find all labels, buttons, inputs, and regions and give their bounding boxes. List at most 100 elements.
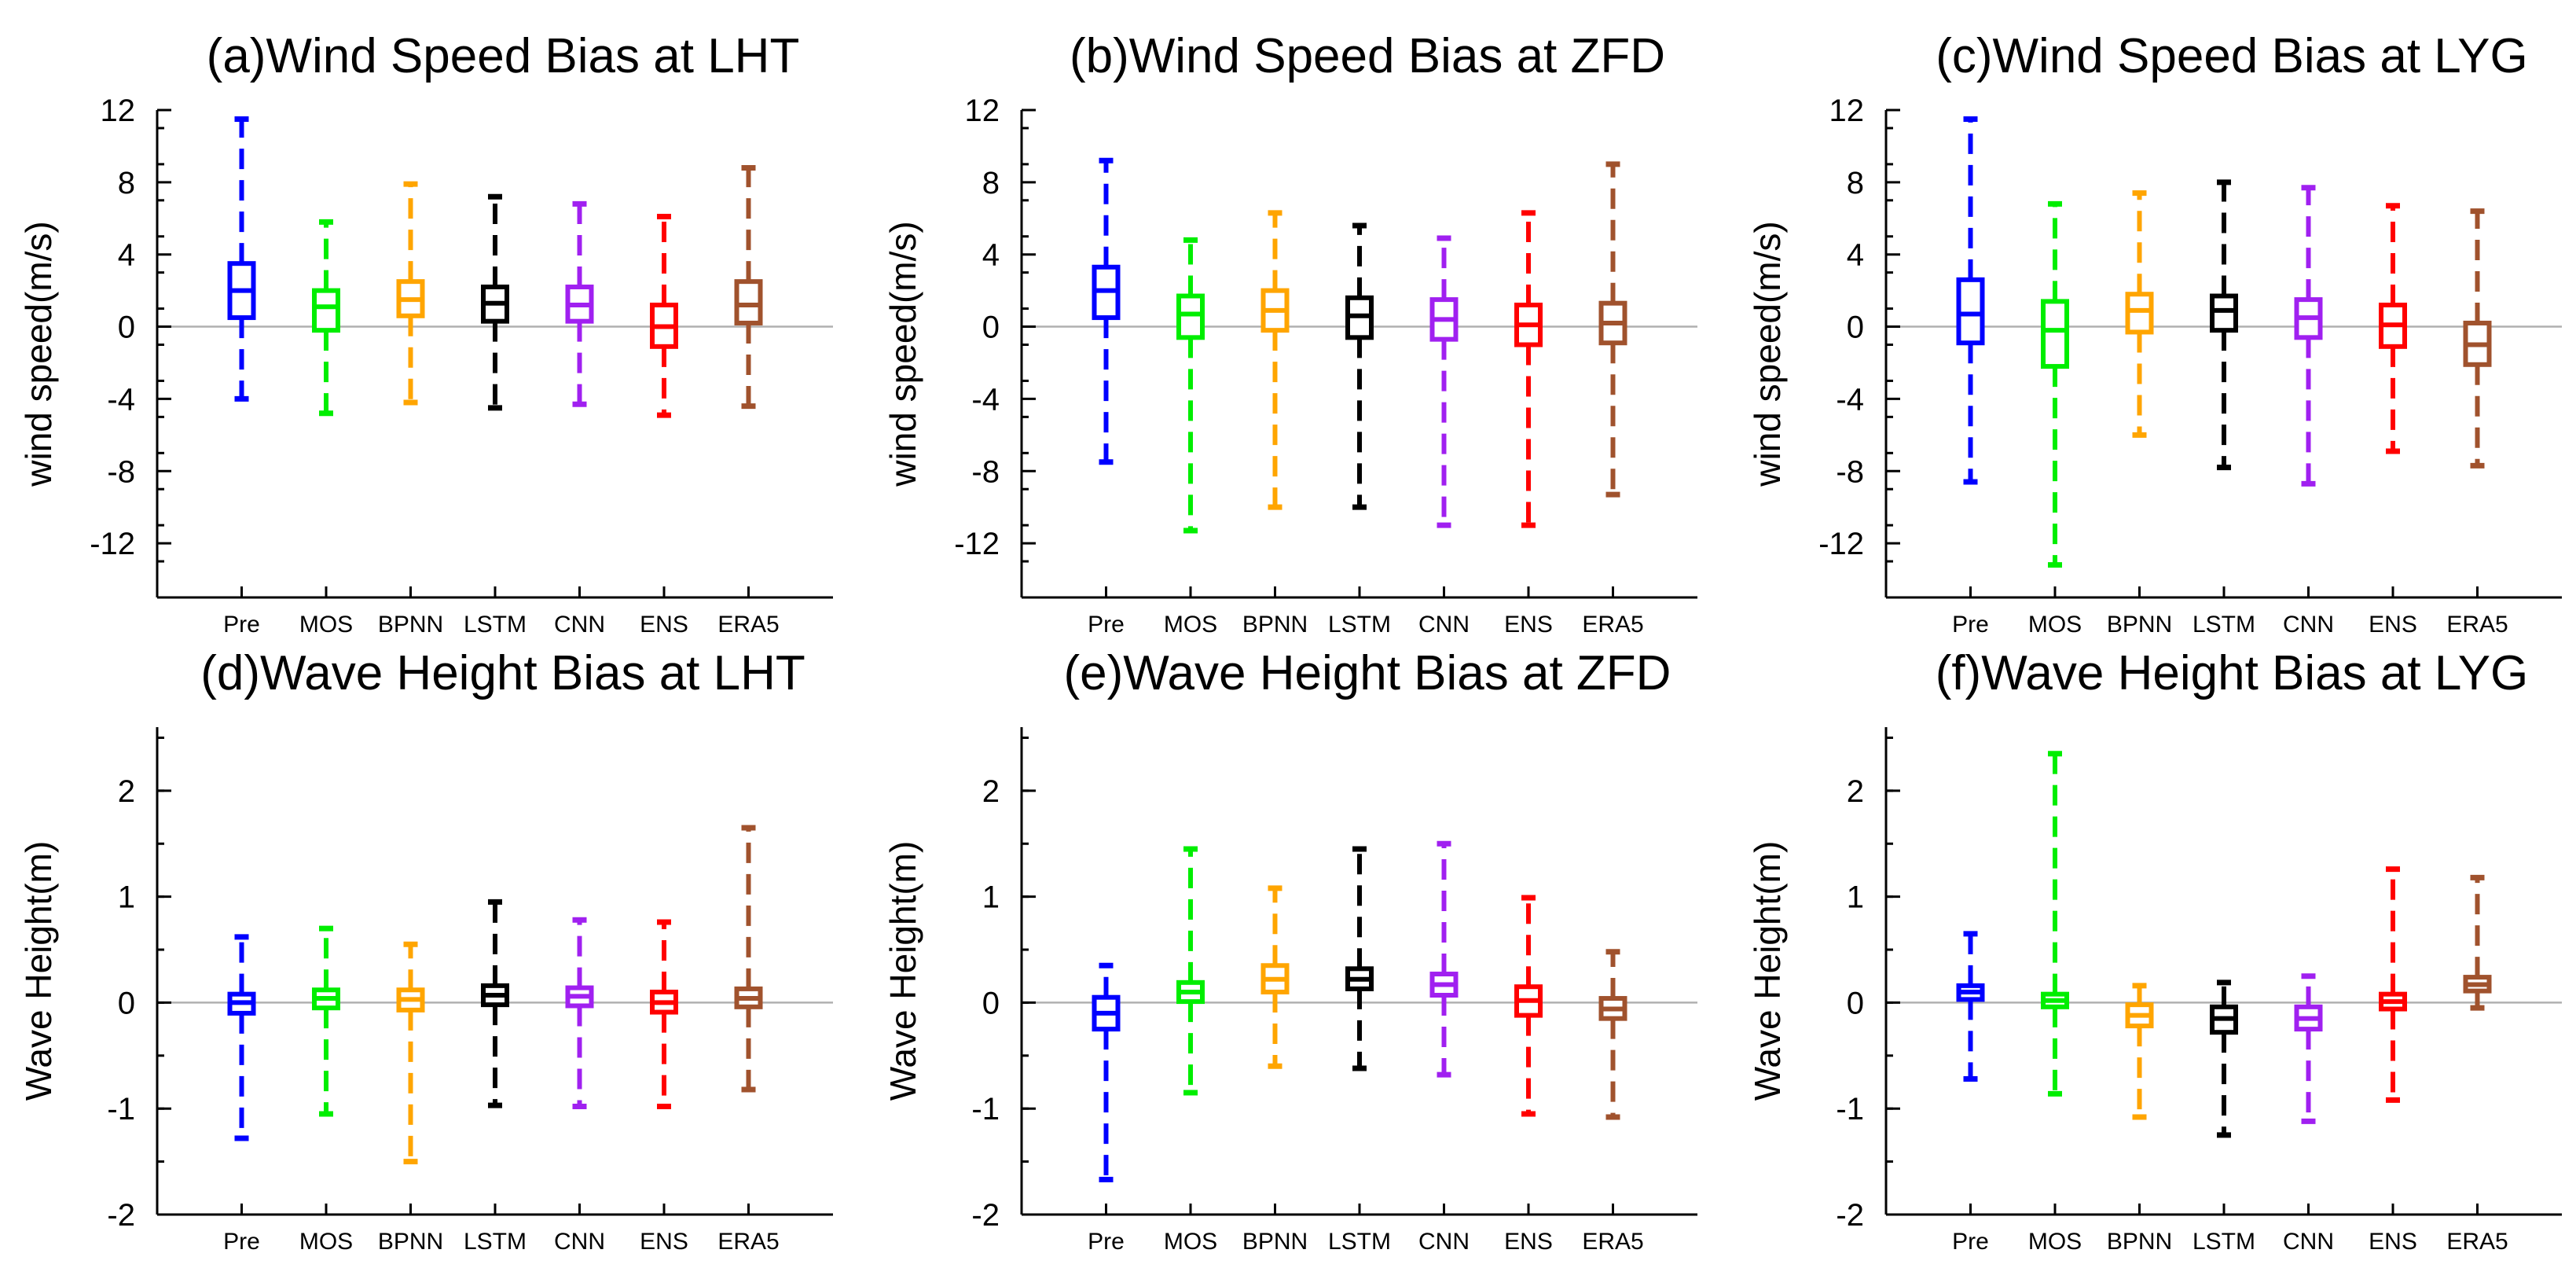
box-cnn	[565, 200, 594, 407]
y-axis-label: Wave Height(m)	[1747, 841, 1788, 1101]
y-tick-label: 4	[1847, 238, 1864, 273]
y-tick-label: -8	[107, 454, 135, 489]
box-era5	[734, 825, 763, 1093]
box-era5	[2463, 208, 2492, 469]
box-era5	[2463, 874, 2492, 1011]
x-tick-label: ERA5	[1582, 1229, 1643, 1255]
iqr-box	[1176, 293, 1205, 340]
box-lstm	[1345, 222, 1374, 510]
y-tick-label: -12	[954, 527, 1000, 561]
y-tick-label: 0	[118, 311, 135, 345]
box-era5	[1598, 161, 1627, 498]
y-axis-label: wind speed(m/s)	[883, 221, 923, 487]
box-lstm	[481, 899, 509, 1108]
panel-title: (a)Wind Speed Bias at LHT	[207, 29, 800, 83]
x-tick-label: ERA5	[2446, 1229, 2508, 1255]
box-lstm	[481, 193, 509, 411]
box-cnn	[2294, 185, 2323, 487]
box-cnn	[1429, 840, 1459, 1078]
box-bpnn	[1260, 210, 1290, 510]
box-ens	[1514, 895, 1543, 1117]
box-pre	[1092, 962, 1121, 1183]
box-mos	[1176, 846, 1205, 1096]
y-tick-label: 4	[982, 238, 1000, 273]
panel-a: (a)Wind Speed Bias at LHT wind speed(m/s)…	[18, 29, 833, 638]
y-tick-label: 0	[118, 986, 135, 1020]
box-pre	[1956, 116, 1985, 485]
y-tick-label: 12	[965, 94, 1000, 128]
box-bpnn	[396, 941, 425, 1165]
x-tick-label: ENS	[1504, 612, 1553, 638]
box-lstm	[1345, 846, 1374, 1071]
y-axis-label: Wave Height(m)	[883, 841, 923, 1101]
iqr-box	[2041, 299, 2069, 369]
panel-title: (d)Wave Height Bias at LHT	[200, 646, 805, 700]
y-tick-label: -4	[1836, 382, 1864, 417]
panel-d: (d)Wave Height Bias at LHT Wave Height(m)…	[18, 646, 833, 1255]
y-tick-label: 1	[118, 880, 135, 915]
y-tick-label: -4	[107, 382, 135, 417]
iqr-box	[1956, 277, 1985, 346]
y-tick-label: -2	[971, 1198, 1000, 1233]
x-tick-label: ERA5	[717, 612, 779, 638]
x-tick-label: ENS	[2369, 612, 2417, 638]
x-tick-label: BPNN	[2107, 612, 2172, 638]
x-tick-label: Pre	[1952, 612, 1989, 638]
y-tick-label: 0	[982, 986, 1000, 1020]
x-tick-label: LSTM	[464, 1229, 527, 1255]
x-tick-label: ERA5	[2446, 612, 2508, 638]
x-tick-label: MOS	[2028, 1229, 2082, 1255]
y-tick-label: 4	[118, 238, 135, 273]
y-tick-label: 0	[1847, 986, 1864, 1020]
box-pre	[1092, 157, 1121, 465]
x-tick-label: ERA5	[717, 1229, 779, 1255]
x-tick-label: MOS	[2028, 612, 2082, 638]
x-tick-label: BPNN	[378, 1229, 443, 1255]
x-tick-label: Pre	[1952, 1229, 1989, 1255]
box-ens	[1514, 210, 1543, 528]
panel-title: (f)Wave Height Bias at LYG	[1936, 646, 2529, 700]
box-pre	[227, 934, 256, 1141]
y-tick-label: -4	[971, 382, 1000, 417]
x-tick-label: ERA5	[1582, 612, 1643, 638]
x-tick-label: CNN	[2283, 1229, 2334, 1255]
box-pre	[227, 116, 256, 402]
x-tick-label: CNN	[1418, 612, 1470, 638]
box-cnn	[1429, 235, 1459, 528]
x-tick-label: BPNN	[1242, 1229, 1308, 1255]
box-ens	[2379, 203, 2407, 454]
y-tick-label: 1	[1847, 880, 1864, 915]
x-tick-label: MOS	[299, 1229, 353, 1255]
panel-e: (e)Wave Height Bias at ZFD Wave Height(m)…	[883, 646, 1697, 1255]
y-tick-label: -8	[971, 454, 1000, 489]
y-tick-label: -2	[1836, 1198, 1864, 1233]
x-tick-label: ENS	[640, 1229, 688, 1255]
box-mos	[1176, 237, 1205, 534]
y-tick-label: 12	[1829, 94, 1865, 128]
x-tick-label: CNN	[1418, 1229, 1470, 1255]
x-tick-label: Pre	[1088, 612, 1125, 638]
x-tick-label: BPNN	[2107, 1229, 2172, 1255]
iqr-box	[734, 279, 763, 325]
y-tick-label: 0	[1847, 311, 1864, 345]
x-tick-label: CNN	[2283, 612, 2334, 638]
y-tick-label: 8	[1847, 166, 1864, 200]
y-tick-label: 2	[982, 774, 1000, 809]
y-tick-label: 8	[118, 166, 135, 200]
panel-title: (c)Wind Speed Bias at LYG	[1936, 29, 2528, 83]
panel-title: (e)Wave Height Bias at ZFD	[1064, 646, 1671, 700]
x-tick-label: LSTM	[464, 612, 527, 638]
x-tick-label: BPNN	[378, 612, 443, 638]
box-lstm	[2210, 179, 2238, 471]
y-axis-label: wind speed(m/s)	[18, 221, 59, 487]
x-tick-label: CNN	[554, 1229, 605, 1255]
y-tick-label: -1	[107, 1092, 135, 1126]
box-ens	[2379, 866, 2407, 1103]
y-tick-label: -12	[1818, 527, 1864, 561]
y-tick-label: -2	[107, 1198, 135, 1233]
x-tick-label: Pre	[1088, 1229, 1125, 1255]
box-bpnn	[1260, 885, 1290, 1069]
y-tick-label: 12	[101, 94, 136, 128]
panel-b: (b)Wind Speed Bias at ZFD wind speed(m/s)…	[883, 29, 1697, 638]
